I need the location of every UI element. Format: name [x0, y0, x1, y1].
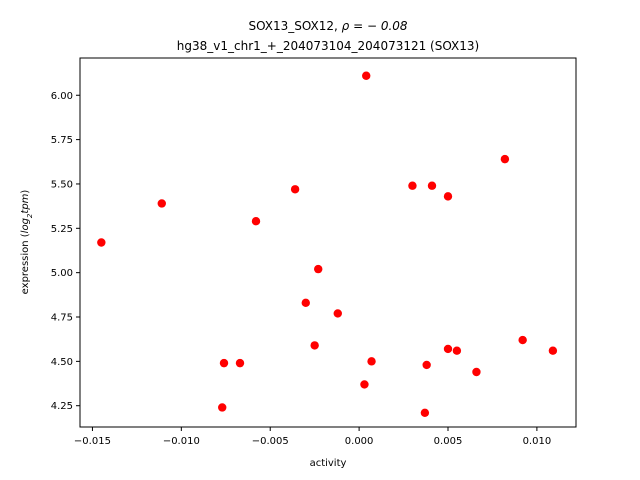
x-tick-label: −0.010 [163, 436, 200, 447]
y-tick-label: 4.50 [51, 357, 73, 368]
x-axis-ticks: −0.015 −0.010 −0.005 0.000 0.005 0.010 [74, 427, 551, 447]
data-point [219, 358, 229, 368]
data-point [235, 358, 245, 368]
data-point [360, 380, 369, 389]
y-tick-label: 5.25 [51, 224, 73, 235]
data-point [218, 403, 227, 412]
x-tick-label: 0.010 [523, 436, 552, 447]
data-point [301, 298, 310, 308]
data-point [518, 335, 527, 345]
y-axis-label: expression (log2tpm) [20, 190, 34, 295]
data-point [310, 341, 319, 350]
chart-title-line1: SOX13_SOX12, ρ = − 0.08 [248, 19, 407, 33]
data-point [408, 181, 417, 190]
y-tick-label: 4.25 [51, 401, 73, 412]
x-tick-label: 0.005 [434, 436, 463, 447]
y-tick-label: 5.00 [51, 268, 73, 279]
data-point [362, 71, 371, 80]
x-tick-label: −0.015 [74, 436, 111, 447]
chart-title-line2: hg38_v1_chr1_+_204073104_204073121 (SOX1… [177, 39, 479, 53]
data-point [472, 367, 481, 377]
plot-frame [79, 57, 577, 428]
data-point [97, 238, 106, 247]
data-point [443, 192, 453, 201]
y-tick-label: 6.00 [51, 91, 73, 102]
data-point [452, 346, 462, 355]
y-tick-label: 5.50 [51, 179, 73, 190]
y-axis-ticks: 4.25 4.50 4.75 5.00 5.25 5.50 5.75 6.00 [51, 91, 80, 412]
y-tick-label: 5.75 [51, 135, 73, 146]
data-point [420, 408, 430, 418]
data-point [314, 264, 323, 274]
data-point [548, 346, 558, 355]
data-point [427, 181, 437, 190]
data-point [333, 309, 342, 318]
plot-area [80, 58, 576, 427]
x-tick-label: −0.005 [252, 436, 289, 447]
data-point [157, 199, 166, 208]
x-tick-label: 0.000 [345, 436, 374, 447]
data-point [422, 360, 431, 370]
data-point [251, 217, 261, 226]
data-point [367, 357, 376, 366]
data-point [443, 344, 453, 354]
x-axis-label: activity [310, 458, 347, 469]
data-point [290, 185, 300, 194]
data-point [500, 154, 510, 164]
y-tick-label: 4.75 [51, 313, 73, 324]
data-points [97, 71, 558, 418]
